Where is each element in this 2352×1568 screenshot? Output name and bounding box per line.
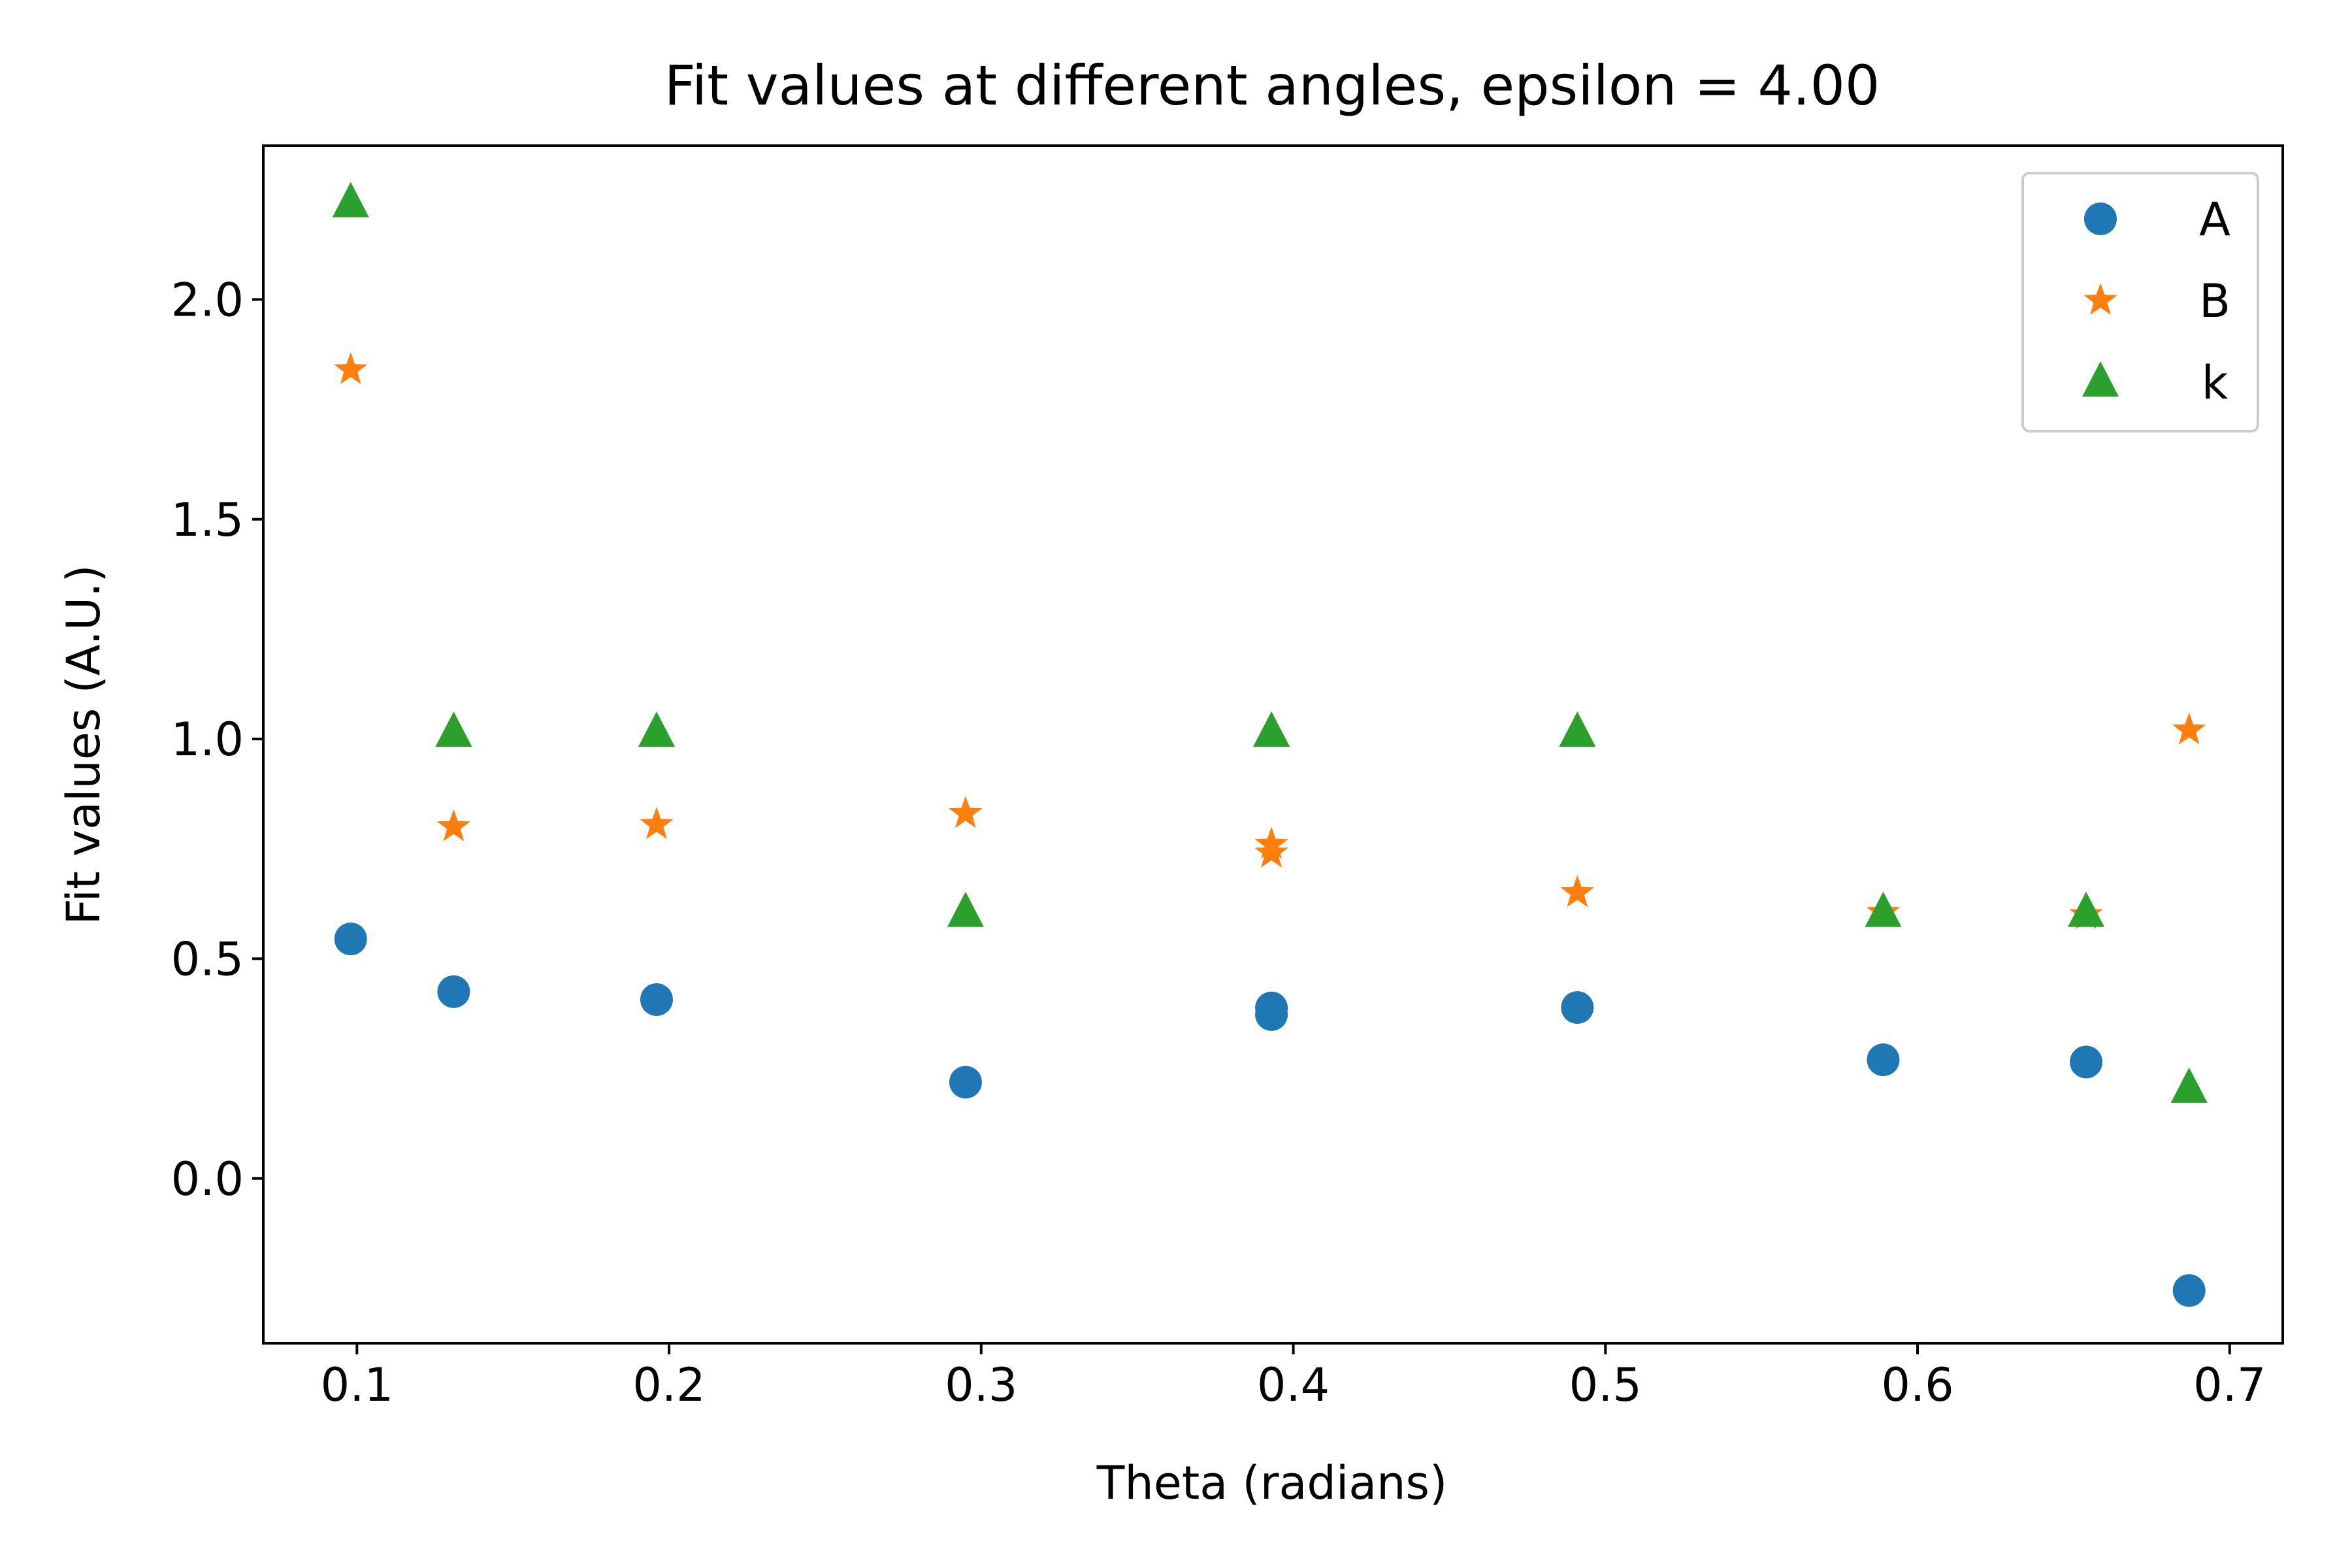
x-tick-label: 0.1	[321, 1358, 393, 1412]
data-point-B	[436, 809, 471, 841]
x-axis-label: Theta (radians)	[1096, 1456, 1448, 1510]
legend-marker-A	[2084, 203, 2117, 235]
x-tick-label: 0.4	[1257, 1358, 1330, 1412]
y-tick-label: 1.0	[171, 713, 244, 766]
data-point-A	[1867, 1043, 1900, 1077]
data-point-B	[1560, 875, 1594, 907]
data-point-A	[1255, 998, 1288, 1031]
data-point-B	[949, 796, 983, 828]
series-k-points	[332, 182, 2208, 1103]
data-markers	[332, 182, 2208, 1307]
data-point-k	[2170, 1067, 2208, 1103]
legend-marker-k	[2082, 361, 2119, 397]
data-point-A	[949, 1066, 982, 1099]
data-point-A	[1561, 991, 1594, 1024]
legend: ABk	[2021, 172, 2259, 433]
data-point-A	[437, 975, 470, 1008]
x-tick-label: 0.6	[1881, 1358, 1953, 1412]
y-tick-label: 2.0	[171, 273, 244, 327]
x-axis-ticks: 0.1 0.2 0.3 0.4 0.5 0.6 0.7	[321, 1343, 2266, 1412]
y-axis-ticks: 0.0 0.5 1.0 1.5 2.0	[171, 273, 263, 1206]
legend-label-k: k	[2202, 356, 2229, 410]
legend-marker-B	[2083, 283, 2117, 315]
legend-label-A: A	[2199, 193, 2230, 246]
y-tick-label: 0.5	[171, 932, 244, 986]
x-tick-label: 0.5	[1569, 1358, 1642, 1412]
data-point-A	[640, 983, 673, 1016]
data-point-k	[1559, 711, 1596, 747]
legend-label-B: B	[2199, 274, 2230, 328]
y-tick-label: 0.0	[171, 1152, 244, 1206]
data-point-A	[334, 923, 367, 956]
x-tick-label: 0.3	[945, 1358, 1017, 1412]
chart-title: Fit values at different angles, epsilon …	[664, 54, 1880, 118]
data-point-B	[640, 807, 674, 840]
plot-area-frame	[262, 144, 2284, 1345]
data-point-k	[435, 711, 472, 747]
y-axis-label: Fit values (A.U.)	[57, 564, 110, 924]
data-point-B	[1254, 836, 1288, 868]
x-tick-label: 0.2	[632, 1358, 705, 1412]
data-point-k	[332, 182, 369, 218]
data-point-k	[947, 891, 984, 927]
series-A-points	[334, 923, 2206, 1307]
x-tick-label: 0.7	[2193, 1358, 2266, 1412]
data-point-B	[334, 352, 368, 384]
data-point-k	[2068, 891, 2105, 927]
data-point-k	[1253, 711, 1290, 747]
data-point-A	[2070, 1045, 2103, 1079]
y-tick-label: 1.5	[171, 493, 244, 547]
data-point-k	[1865, 891, 1902, 927]
data-point-A	[2172, 1274, 2206, 1307]
data-point-k	[638, 711, 675, 747]
data-point-B	[2172, 712, 2206, 745]
legend-frame	[2021, 172, 2259, 433]
